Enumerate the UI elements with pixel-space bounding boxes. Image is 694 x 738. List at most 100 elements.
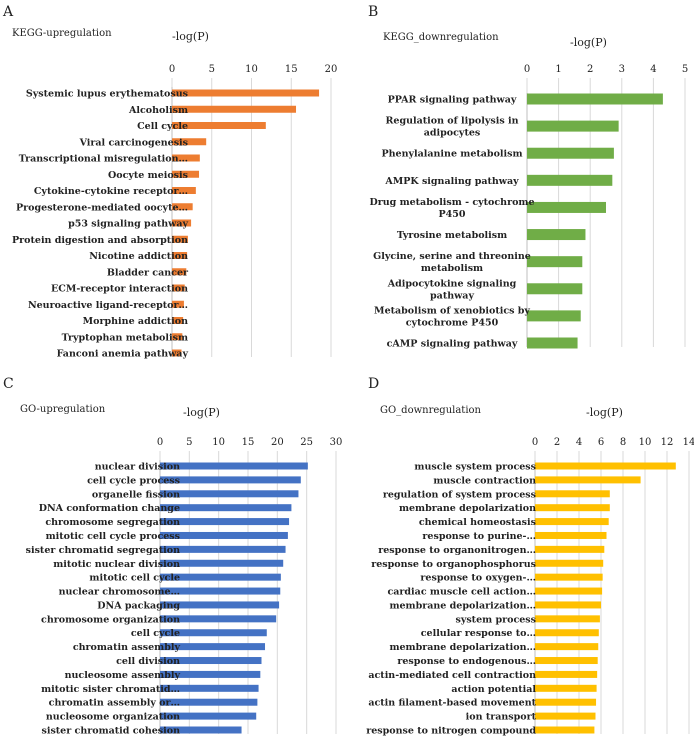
- category-label: chromatin assembly or…: [49, 698, 180, 709]
- x-tick-label: 0: [169, 64, 175, 75]
- category-label: sister chromatid cohesion: [41, 726, 180, 737]
- x-tick-label: 0: [524, 64, 530, 75]
- bar: [172, 317, 184, 324]
- category-label: Protein digestion and absorption: [12, 235, 188, 246]
- x-tick-label: 10: [639, 437, 652, 448]
- x-tick-label: 10: [245, 64, 258, 75]
- category-label: organelle fission: [92, 489, 180, 500]
- bar: [172, 203, 193, 211]
- category-label: chromosome segregation: [45, 517, 180, 528]
- bar: [172, 268, 187, 276]
- category-label: system process: [455, 614, 536, 625]
- bar: [535, 587, 603, 595]
- x-tick-label: 3: [619, 64, 625, 75]
- category-label: response to organophosphorus: [371, 559, 536, 570]
- bar: [535, 518, 609, 526]
- bar: [535, 670, 598, 678]
- chart-panel-A: A KEGG-upregulation -log(P) 0 5 10 15 20 Systemi…: [2, 4, 337, 360]
- bar: [535, 657, 598, 665]
- category-label: Adipocytokine signaling pathway: [387, 278, 517, 301]
- category-label: Bladder cancer: [107, 267, 189, 278]
- x-tick-label: 1: [555, 64, 561, 75]
- bar: [160, 601, 280, 609]
- bar: [160, 726, 242, 734]
- bar: [160, 573, 281, 581]
- bar: [535, 615, 600, 623]
- x-tick-label: 4: [650, 64, 656, 75]
- bar: [160, 518, 290, 526]
- chart-title: GO_downregulation: [380, 405, 482, 416]
- bar: [160, 657, 262, 665]
- panel-letter: D: [368, 376, 379, 392]
- x-tick-label: 15: [285, 64, 298, 75]
- bar: [172, 89, 320, 97]
- bar: [172, 219, 192, 227]
- bar: [160, 629, 267, 637]
- bar: [527, 174, 613, 186]
- category-label: Cytokine-cytokine receptor…: [34, 186, 188, 197]
- category-label: mitotic cell cycle process: [46, 531, 180, 542]
- category-label: Tryptophan metabolism: [62, 332, 188, 343]
- bar: [535, 698, 597, 706]
- bar: [160, 476, 301, 484]
- category-label: Progesterone-mediated oocyte…: [16, 202, 188, 213]
- bar: [535, 490, 610, 498]
- bar: [160, 712, 257, 720]
- category-label: regulation of system process: [383, 489, 536, 500]
- bar: [535, 476, 641, 484]
- x-tick-label: 14: [683, 437, 694, 448]
- category-label: Neuroactive ligand-receptor…: [28, 300, 188, 311]
- bar: [527, 283, 583, 295]
- x-tick-label: 0: [157, 437, 163, 448]
- category-label: Phenylalanine metabolism: [381, 149, 522, 160]
- category-label: nuclear division: [95, 462, 180, 473]
- category-label: action potential: [451, 684, 536, 695]
- bar: [160, 462, 308, 470]
- category-label: actin-mediated cell contraction: [368, 670, 536, 681]
- bar: [172, 235, 188, 243]
- category-label: membrane depolarization…: [389, 642, 536, 653]
- bar: [172, 333, 183, 341]
- chart-panel-D: D GO_downregulation -log(P) 0 2 4 6 8 10 12 14 musc…: [366, 376, 694, 737]
- bar: [535, 712, 596, 720]
- category-label: cardiac muscle cell action…: [387, 587, 536, 598]
- bar: [535, 545, 605, 553]
- bar: [160, 559, 284, 567]
- x-tick-label: 5: [209, 64, 215, 75]
- x-tick-label: 15: [242, 437, 255, 448]
- category-label: response to purine-…: [422, 531, 536, 542]
- x-tick-label: 20: [325, 64, 338, 75]
- x-tick-label: 10: [212, 437, 225, 448]
- chart-title: KEGG-upregulation: [12, 28, 112, 39]
- category-label: response to nitrogen compound: [366, 726, 536, 737]
- bar: [535, 643, 599, 651]
- bar: [172, 300, 184, 308]
- category-label: DNA conformation change: [39, 503, 180, 514]
- bar: [160, 643, 266, 651]
- category-label: PPAR signaling pathway: [388, 95, 517, 106]
- category-label: Metabolism of xenobiotics by cytochrome P…: [374, 305, 530, 328]
- x-axis-title: -log(P): [570, 36, 607, 49]
- bar: [535, 531, 607, 539]
- bar: [527, 310, 581, 322]
- category-label: Alcoholism: [128, 105, 188, 116]
- category-label: cell division: [116, 656, 180, 667]
- category-label: Systemic lupus erythematosus: [26, 89, 188, 100]
- chart-title: GO-upregulation: [20, 404, 106, 415]
- bar: [172, 349, 182, 357]
- category-label: chromosome organization: [41, 614, 180, 625]
- category-label: nucleosome assembly: [65, 670, 181, 681]
- category-label: mitotic sister chromatid…: [41, 684, 180, 695]
- category-label: muscle contraction: [433, 475, 536, 486]
- category-label: Cell cycle: [137, 121, 188, 132]
- bar: [172, 154, 200, 162]
- category-label: membrane depolarization…: [389, 600, 536, 611]
- category-label: Transcriptional misregulation…: [19, 154, 188, 165]
- bar: [160, 504, 292, 512]
- x-tick-label: 25: [300, 437, 313, 448]
- x-axis-title: -log(P): [586, 406, 623, 419]
- x-tick-label: 2: [554, 437, 560, 448]
- bar: [535, 573, 603, 581]
- category-label: Nicotine addiction: [89, 251, 188, 262]
